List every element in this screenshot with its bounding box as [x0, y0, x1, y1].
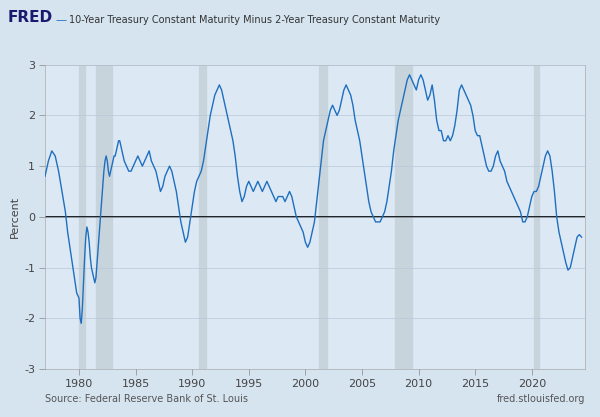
Bar	[395, 65, 412, 369]
Text: —: —	[55, 15, 67, 25]
Text: 10-Year Treasury Constant Maturity Minus 2-Year Treasury Constant Maturity: 10-Year Treasury Constant Maturity Minus…	[69, 15, 440, 25]
Y-axis label: Percent: Percent	[10, 196, 20, 238]
Bar	[79, 65, 85, 369]
Text: FRED: FRED	[7, 10, 52, 25]
Bar	[96, 65, 112, 369]
Bar	[199, 65, 206, 369]
Bar	[319, 65, 327, 369]
Text: Source: Federal Reserve Bank of St. Louis: Source: Federal Reserve Bank of St. Loui…	[45, 394, 248, 404]
Bar	[534, 65, 539, 369]
Text: fred.stlouisfed.org: fred.stlouisfed.org	[497, 394, 585, 404]
